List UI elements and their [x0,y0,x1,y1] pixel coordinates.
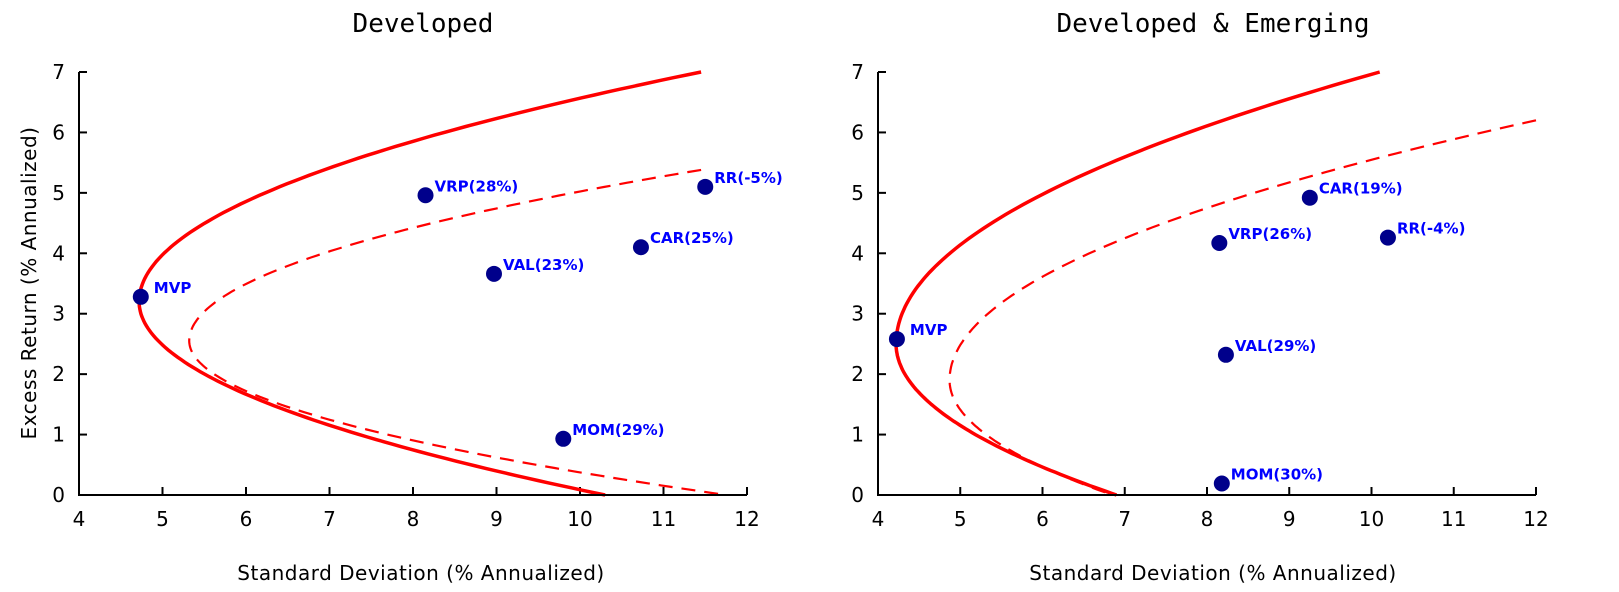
panel-developed: Developed Standard Deviation (% Annualiz… [17,9,783,585]
point-label: MOM(30%) [1231,466,1323,484]
point-label: VAL(29%) [1235,337,1316,355]
point-label: RR(-5%) [714,169,783,187]
y-tick-label: 1 [52,423,65,447]
frontier-dashed [188,168,727,497]
x-tick-label: 8 [407,507,420,531]
x-tick-label: 4 [872,507,885,531]
data-point [132,288,149,305]
y-tick-label: 6 [52,120,65,144]
x-tick-label: 12 [1523,507,1548,531]
data-point [555,430,572,447]
data-point [1379,229,1396,246]
y-tick-label: 4 [851,241,864,265]
y-tick-label: 3 [52,302,65,326]
y-tick-label: 5 [851,181,864,205]
x-tick-label: 8 [1201,507,1214,531]
data-point [485,265,502,282]
x-tick-label: 12 [734,507,759,531]
x-ticks: 4 5 6 7 8 9 10 11 12 [73,487,760,531]
y-axis-label: Excess Return (% Annualized) [17,127,41,440]
data-points: MVP VRP(28%) RR(-5%) VAL(23%) CAR(25%) MOM(29… [132,169,783,447]
data-point [1211,235,1228,252]
y-tick-label: 7 [851,60,864,84]
x-tick-label: 4 [73,507,86,531]
point-label: CAR(19%) [1319,180,1403,198]
x-tick-label: 5 [954,507,967,531]
frontier-solid [894,70,1381,497]
x-tick-label: 7 [1118,507,1131,531]
data-points: MVP CAR(19%) VRP(26%) RR(-4%) VAL(29%) MOM(30… [888,180,1466,492]
x-tick-label: 7 [323,507,336,531]
panel-developed-emerging: Developed & Emerging Standard Deviation … [851,9,1548,585]
x-ticks: 4 5 6 7 8 9 10 11 12 [872,487,1549,531]
x-axis-label: Standard Deviation (% Annualized) [237,561,604,585]
point-label: MOM(29%) [572,421,664,439]
data-point [888,331,905,348]
y-tick-label: 0 [52,483,65,507]
data-point [697,178,714,195]
x-tick-label: 11 [1441,507,1466,531]
y-ticks: 0 1 2 3 4 5 6 7 [851,60,886,507]
point-label: RR(-4%) [1397,220,1466,238]
point-label: MVP [154,279,192,297]
data-point [1213,475,1230,492]
y-tick-label: 4 [52,241,65,265]
x-tick-label: 11 [651,507,676,531]
y-ticks: 0 1 2 3 4 5 6 7 [52,60,87,507]
x-axis-label: Standard Deviation (% Annualized) [1029,561,1396,585]
frontier-curves [894,70,1537,497]
point-label: VAL(23%) [503,256,584,274]
chart-title: Developed [353,9,494,39]
data-point [632,239,649,256]
axes [78,72,747,496]
x-tick-label: 6 [240,507,253,531]
x-tick-label: 9 [490,507,503,531]
x-tick-label: 6 [1036,507,1049,531]
y-tick-label: 5 [52,181,65,205]
x-tick-label: 5 [156,507,169,531]
chart-title: Developed & Emerging [1056,9,1369,39]
point-label: VRP(28%) [435,177,519,195]
data-point [1301,189,1318,206]
y-tick-label: 3 [851,302,864,326]
point-label: MVP [910,321,948,339]
y-tick-label: 6 [851,120,864,144]
x-tick-label: 10 [567,507,592,531]
frontier-dashed [948,119,1537,497]
axes [877,72,1536,496]
x-tick-label: 10 [1359,507,1384,531]
data-point [417,187,434,204]
point-label: CAR(25%) [650,229,734,247]
point-label: VRP(26%) [1228,225,1312,243]
y-tick-label: 2 [851,362,864,386]
data-point [1217,346,1234,363]
y-tick-label: 1 [851,423,864,447]
x-tick-label: 9 [1283,507,1296,531]
y-tick-label: 7 [52,60,65,84]
y-tick-label: 2 [52,362,65,386]
y-tick-label: 0 [851,483,864,507]
